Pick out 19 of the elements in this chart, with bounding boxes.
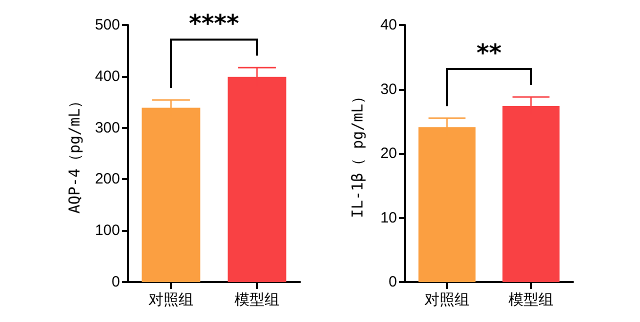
annotation: ** [476,38,502,67]
y-axis-title: IL-1β（ pg/mL） [348,88,366,218]
y-tick-label: 500 [94,16,120,34]
y-axis-title: AQP-4（pg/mL） [66,93,84,214]
annotation: **** [188,10,240,38]
x-tick-label: 对照组 [148,290,194,308]
y-tick-label: 0 [112,274,120,290]
y-tick-label: 400 [94,68,120,85]
y-tick-label: 300 [94,119,120,136]
x-tick-label: 模型组 [234,290,280,308]
y-tick-label: 20 [380,145,397,162]
y-tick-label: 0 [388,274,397,290]
x-tick-label: 对照组 [424,290,470,308]
y-tick-label: 30 [380,80,397,98]
y-tick-label: 100 [94,222,120,240]
y-tick-label: 40 [380,16,397,34]
y-tick-label: 10 [380,209,397,226]
y-tick-label: 200 [94,170,120,188]
x-tick-label: 模型组 [508,290,554,308]
